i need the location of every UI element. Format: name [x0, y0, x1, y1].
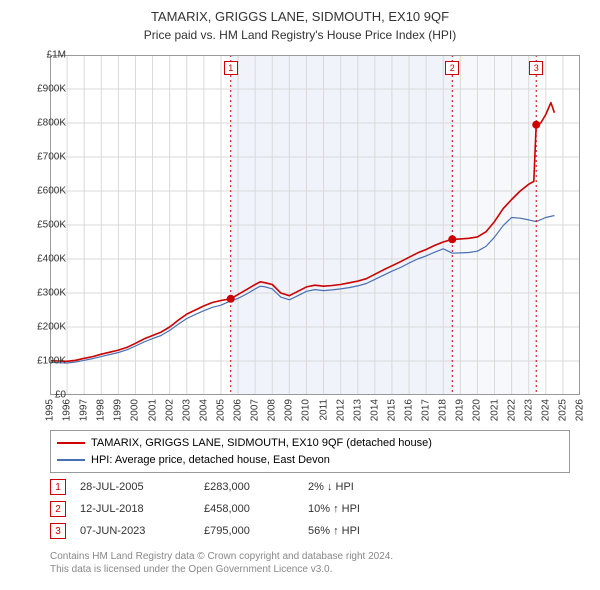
x-tick-label: 2003	[181, 399, 192, 421]
y-tick-label: £900K	[26, 84, 66, 95]
y-tick-label: £500K	[26, 220, 66, 231]
sale-marker-3: 3	[529, 61, 543, 75]
legend-swatch	[57, 459, 85, 461]
y-tick-label: £200K	[26, 322, 66, 333]
y-tick-label: £400K	[26, 254, 66, 265]
legend: TAMARIX, GRIGGS LANE, SIDMOUTH, EX10 9QF…	[50, 430, 570, 473]
x-tick-label: 2022	[506, 399, 517, 421]
y-tick-label: £1M	[26, 50, 66, 61]
sales-table: 1 28-JUL-2005 £283,000 2% ↓ HPI 2 12-JUL-2018…	[50, 476, 570, 542]
x-tick-label: 2001	[147, 399, 158, 421]
sale-number-badge: 2	[50, 501, 66, 517]
x-tick-label: 2005	[215, 399, 226, 421]
x-tick-label: 2023	[523, 399, 534, 421]
legend-swatch	[57, 442, 85, 444]
x-tick-label: 2016	[404, 399, 415, 421]
footer-attribution: Contains HM Land Registry data © Crown c…	[50, 550, 570, 576]
x-tick-label: 1999	[113, 399, 124, 421]
sale-hpi-delta: 2% ↓ HPI	[308, 481, 428, 493]
x-tick-label: 1997	[79, 399, 90, 421]
legend-item: HPI: Average price, detached house, East…	[57, 452, 563, 469]
sale-price: £458,000	[204, 503, 294, 515]
x-tick-label: 2021	[489, 399, 500, 421]
sale-date: 12-JUL-2018	[80, 503, 190, 515]
x-tick-label: 2009	[284, 399, 295, 421]
x-tick-label: 2011	[318, 399, 329, 421]
x-tick-label: 2010	[301, 399, 312, 421]
sale-marker-2: 2	[445, 61, 459, 75]
y-tick-label: £100K	[26, 356, 66, 367]
x-tick-label: 2020	[472, 399, 483, 421]
chart-area: 1 2 3	[50, 55, 580, 395]
y-tick-label: £700K	[26, 152, 66, 163]
y-tick-label: £300K	[26, 288, 66, 299]
x-tick-label: 2017	[421, 399, 432, 421]
sale-marker-1: 1	[224, 61, 238, 75]
x-tick-label: 2012	[335, 399, 346, 421]
sale-date: 07-JUN-2023	[80, 525, 190, 537]
sale-date: 28-JUL-2005	[80, 481, 190, 493]
sale-hpi-delta: 10% ↑ HPI	[308, 503, 428, 515]
x-tick-label: 2004	[198, 399, 209, 421]
footer-line-1: Contains HM Land Registry data © Crown c…	[50, 550, 570, 563]
x-tick-label: 2013	[352, 399, 363, 421]
sale-price: £795,000	[204, 525, 294, 537]
y-tick-label: £600K	[26, 186, 66, 197]
x-tick-label: 2014	[369, 399, 380, 421]
sale-number-badge: 3	[50, 523, 66, 539]
x-tick-label: 2007	[250, 399, 261, 421]
x-tick-label: 2015	[386, 399, 397, 421]
x-tick-label: 2002	[164, 399, 175, 421]
chart-title: TAMARIX, GRIGGS LANE, SIDMOUTH, EX10 9QF	[0, 0, 600, 26]
legend-label: HPI: Average price, detached house, East…	[91, 452, 330, 469]
x-tick-label: 2018	[438, 399, 449, 421]
sale-price: £283,000	[204, 481, 294, 493]
chart-container: TAMARIX, GRIGGS LANE, SIDMOUTH, EX10 9QF…	[0, 0, 600, 590]
x-tick-label: 2024	[540, 399, 551, 421]
sale-row: 2 12-JUL-2018 £458,000 10% ↑ HPI	[50, 498, 570, 520]
legend-label: TAMARIX, GRIGGS LANE, SIDMOUTH, EX10 9QF…	[91, 435, 432, 452]
sale-number-badge: 1	[50, 479, 66, 495]
sale-row: 3 07-JUN-2023 £795,000 56% ↑ HPI	[50, 520, 570, 542]
sale-row: 1 28-JUL-2005 £283,000 2% ↓ HPI	[50, 476, 570, 498]
footer-line-2: This data is licensed under the Open Gov…	[50, 563, 570, 576]
sale-hpi-delta: 56% ↑ HPI	[308, 525, 428, 537]
legend-item: TAMARIX, GRIGGS LANE, SIDMOUTH, EX10 9QF…	[57, 435, 563, 452]
x-tick-label: 2008	[267, 399, 278, 421]
plot-svg	[50, 55, 580, 395]
x-tick-label: 2006	[233, 399, 244, 421]
y-tick-label: £800K	[26, 118, 66, 129]
x-tick-label: 1995	[45, 399, 56, 421]
x-tick-label: 2000	[130, 399, 141, 421]
x-tick-label: 2019	[455, 399, 466, 421]
x-tick-label: 2025	[557, 399, 568, 421]
x-tick-label: 2026	[575, 399, 586, 421]
x-tick-label: 1996	[62, 399, 73, 421]
x-tick-label: 1998	[96, 399, 107, 421]
chart-subtitle: Price paid vs. HM Land Registry's House …	[0, 26, 600, 42]
